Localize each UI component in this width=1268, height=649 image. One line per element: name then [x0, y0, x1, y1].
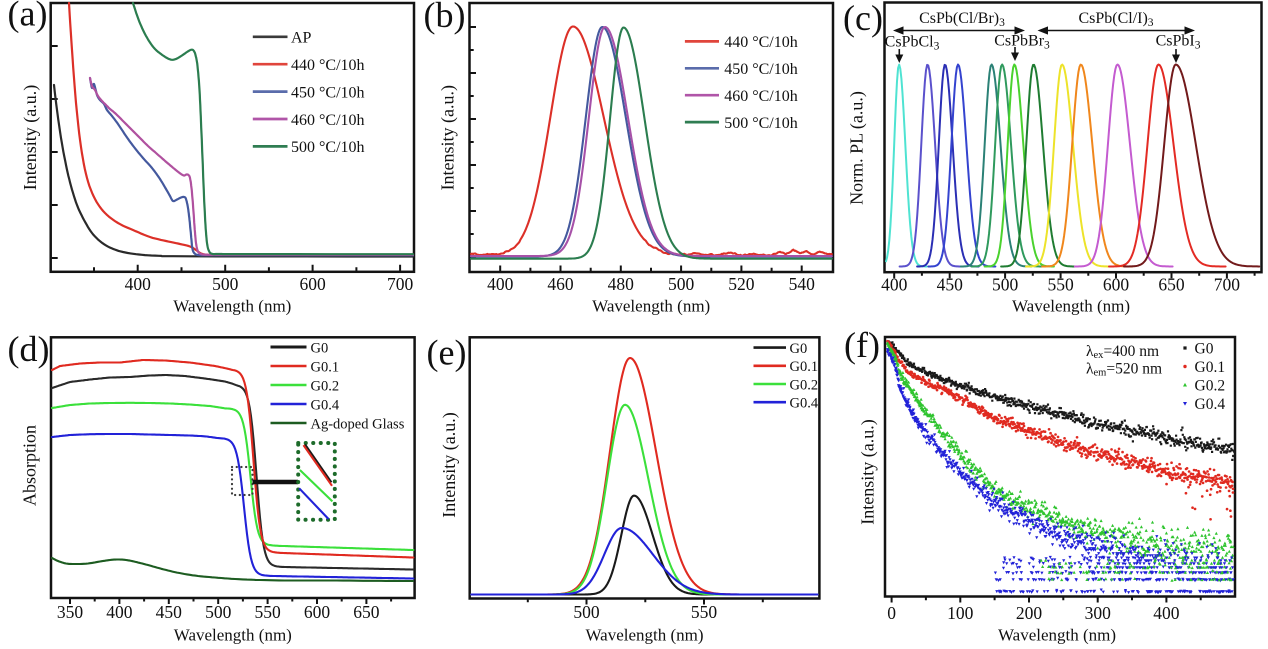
svg-text:650: 650 — [353, 602, 380, 622]
svg-text:G0: G0 — [790, 341, 808, 357]
svg-text:700: 700 — [387, 274, 414, 294]
svg-text:600: 600 — [1103, 275, 1130, 295]
svg-text:Intensity (a.u.): Intensity (a.u.) — [20, 85, 41, 190]
svg-text:500: 500 — [668, 274, 695, 294]
svg-text:400: 400 — [487, 274, 514, 294]
svg-text:450: 450 — [156, 602, 183, 622]
svg-text:400: 400 — [125, 274, 152, 294]
svg-text:G0.2: G0.2 — [790, 377, 819, 393]
svg-text:600: 600 — [304, 602, 331, 622]
svg-text:500 °C/10h: 500 °C/10h — [724, 115, 798, 132]
svg-text:700: 700 — [1214, 275, 1241, 295]
svg-text:400: 400 — [881, 275, 908, 295]
svg-text:λem=520 nm: λem=520 nm — [1086, 361, 1162, 379]
svg-text:(f): (f) — [844, 325, 880, 365]
svg-text:500: 500 — [205, 602, 232, 622]
svg-text:G0.1: G0.1 — [790, 359, 819, 375]
svg-text:400: 400 — [1153, 603, 1180, 623]
svg-text:100: 100 — [947, 603, 974, 623]
svg-text:Wavelength (nm): Wavelength (nm) — [1012, 297, 1130, 316]
svg-text:Wavelength (nm): Wavelength (nm) — [592, 297, 710, 316]
svg-text:CsPbBr3: CsPbBr3 — [994, 33, 1050, 52]
svg-text:500: 500 — [992, 275, 1019, 295]
svg-text:G0.1: G0.1 — [1195, 359, 1226, 376]
svg-text:460: 460 — [547, 274, 574, 294]
svg-text:λex=400 nm: λex=400 nm — [1086, 343, 1159, 361]
svg-text:CsPb(Cl/I)3: CsPb(Cl/I)3 — [1078, 10, 1153, 29]
svg-text:G0.4: G0.4 — [1195, 396, 1226, 413]
svg-text:440 °C/10h: 440 °C/10h — [724, 34, 798, 51]
svg-text:Absorption: Absorption — [20, 425, 40, 506]
svg-text:G0.1: G0.1 — [311, 359, 340, 375]
svg-text:480: 480 — [608, 274, 635, 294]
svg-text:Norm. PL (a.u.): Norm. PL (a.u.) — [847, 91, 868, 205]
svg-text:550: 550 — [254, 602, 281, 622]
svg-text:600: 600 — [299, 274, 326, 294]
svg-text:550: 550 — [1047, 275, 1074, 295]
svg-text:(b): (b) — [424, 0, 466, 35]
svg-text:Intensity (a.u.): Intensity (a.u.) — [438, 85, 459, 190]
svg-text:650: 650 — [1158, 275, 1185, 295]
svg-text:G0: G0 — [311, 340, 329, 356]
svg-text:AP: AP — [291, 30, 312, 47]
svg-text:CsPbI3: CsPbI3 — [1156, 33, 1201, 52]
svg-text:Intensity (a.u.): Intensity (a.u.) — [858, 419, 879, 524]
svg-text:200: 200 — [1016, 603, 1043, 623]
svg-text:G0.2: G0.2 — [311, 378, 340, 394]
svg-text:CsPbCl3: CsPbCl3 — [885, 34, 940, 53]
svg-text:G0.4: G0.4 — [790, 396, 819, 412]
svg-text:Wavelength (nm): Wavelength (nm) — [174, 626, 292, 645]
svg-text:440 °C/10h: 440 °C/10h — [291, 57, 365, 74]
svg-text:(c): (c) — [843, 0, 883, 38]
svg-text:350: 350 — [57, 602, 84, 622]
svg-text:400: 400 — [106, 602, 133, 622]
svg-text:450 °C/10h: 450 °C/10h — [724, 61, 798, 78]
svg-text:G0.2: G0.2 — [1195, 377, 1226, 394]
svg-text:0: 0 — [887, 603, 896, 623]
svg-text:500 °C/10h: 500 °C/10h — [291, 139, 365, 156]
svg-text:Wavelength (nm): Wavelength (nm) — [173, 297, 291, 316]
svg-text:G0.4: G0.4 — [311, 397, 340, 413]
svg-text:Intensity (a.u.): Intensity (a.u.) — [439, 412, 460, 517]
svg-text:540: 540 — [789, 274, 816, 294]
svg-text:450 °C/10h: 450 °C/10h — [291, 84, 365, 101]
svg-text:CsPb(Cl/Br)3: CsPb(Cl/Br)3 — [919, 10, 1005, 29]
svg-text:Wavelength (nm): Wavelength (nm) — [998, 626, 1116, 645]
svg-text:500: 500 — [212, 274, 239, 294]
svg-text:(a): (a) — [8, 0, 48, 34]
svg-text:450: 450 — [937, 275, 964, 295]
svg-text:G0: G0 — [1195, 340, 1214, 357]
svg-text:(e): (e) — [427, 333, 467, 373]
svg-text:Ag-doped Glass: Ag-doped Glass — [311, 416, 405, 432]
svg-text:520: 520 — [728, 274, 755, 294]
svg-text:(d): (d) — [8, 329, 50, 369]
svg-text:Wavelength (nm): Wavelength (nm) — [585, 626, 703, 645]
svg-text:460 °C/10h: 460 °C/10h — [291, 112, 365, 129]
svg-text:460 °C/10h: 460 °C/10h — [724, 88, 798, 105]
svg-text:500: 500 — [573, 602, 600, 622]
svg-text:550: 550 — [691, 602, 718, 622]
svg-text:300: 300 — [1085, 603, 1112, 623]
